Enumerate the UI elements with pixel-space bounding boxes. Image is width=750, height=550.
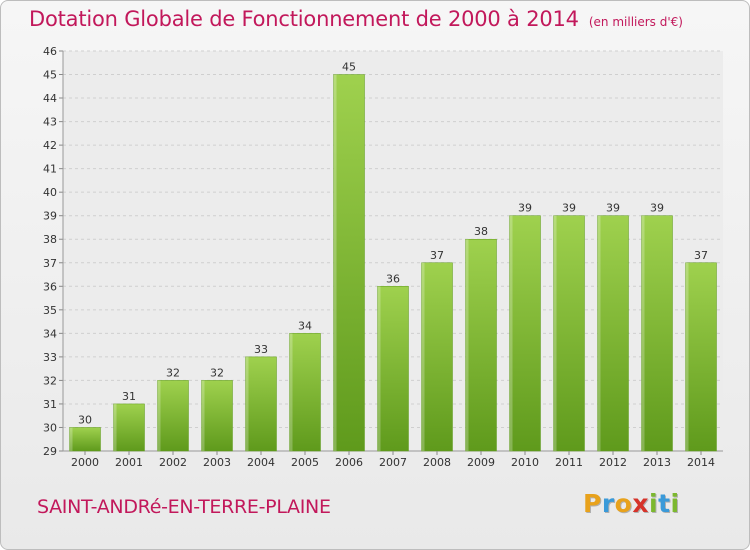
x-tick-label: 2010 bbox=[511, 456, 539, 469]
x-tick-label: 2003 bbox=[203, 456, 231, 469]
bar-highlight bbox=[113, 403, 117, 451]
bar-highlight bbox=[685, 262, 689, 451]
y-tick-label: 46 bbox=[43, 45, 57, 58]
bar bbox=[245, 356, 277, 452]
x-tick-label: 2006 bbox=[335, 456, 363, 469]
y-tick-label: 41 bbox=[43, 163, 57, 176]
bar bbox=[377, 286, 409, 452]
bar-value-label: 32 bbox=[166, 366, 180, 379]
bar bbox=[157, 380, 189, 452]
y-tick-label: 29 bbox=[43, 445, 57, 458]
bar-value-label: 45 bbox=[342, 61, 356, 74]
y-tick-label: 39 bbox=[43, 210, 57, 223]
bar-value-label: 39 bbox=[606, 202, 620, 215]
x-tick-label: 2012 bbox=[599, 456, 627, 469]
y-tick-label: 30 bbox=[43, 421, 57, 434]
y-tick-label: 44 bbox=[43, 92, 57, 105]
proxiti-logo: Proxiti bbox=[583, 489, 680, 518]
logo-letter: i bbox=[649, 489, 659, 518]
bar bbox=[333, 74, 365, 452]
bar bbox=[553, 215, 585, 452]
bar-value-label: 39 bbox=[650, 202, 664, 215]
bar bbox=[289, 333, 321, 452]
x-tick-label: 2002 bbox=[159, 456, 187, 469]
bar bbox=[597, 215, 629, 452]
bar-value-label: 33 bbox=[254, 343, 268, 356]
bar-value-label: 38 bbox=[474, 225, 488, 238]
bar bbox=[509, 215, 541, 452]
y-tick-label: 42 bbox=[43, 139, 57, 152]
y-tick-label: 37 bbox=[43, 257, 57, 270]
x-tick-label: 2000 bbox=[71, 456, 99, 469]
y-tick-label: 31 bbox=[43, 398, 57, 411]
bar-value-label: 37 bbox=[430, 249, 444, 262]
y-tick-label: 38 bbox=[43, 233, 57, 246]
y-tick-label: 40 bbox=[43, 186, 57, 199]
x-tick-label: 2008 bbox=[423, 456, 451, 469]
bar bbox=[201, 380, 233, 452]
bar bbox=[641, 215, 673, 452]
bar-value-label: 39 bbox=[562, 202, 576, 215]
y-tick-label: 45 bbox=[43, 69, 57, 82]
bar-value-label: 30 bbox=[78, 413, 92, 426]
bar-value-label: 37 bbox=[694, 249, 708, 262]
bar-value-label: 32 bbox=[210, 366, 224, 379]
y-tick-label: 34 bbox=[43, 327, 57, 340]
bar-highlight bbox=[421, 262, 425, 451]
y-tick-label: 32 bbox=[43, 374, 57, 387]
chart-unit-label: (en milliers d'€) bbox=[588, 15, 683, 29]
bar bbox=[421, 262, 453, 452]
logo-letter: o bbox=[614, 489, 633, 518]
x-tick-label: 2014 bbox=[687, 456, 715, 469]
bar-highlight bbox=[333, 74, 337, 451]
bar-highlight bbox=[597, 215, 601, 451]
chart-title-text: Dotation Globale de Fonctionnement de 20… bbox=[29, 7, 579, 31]
chart-title: Dotation Globale de Fonctionnement de 20… bbox=[29, 7, 683, 31]
x-tick-label: 2013 bbox=[643, 456, 671, 469]
x-tick-label: 2005 bbox=[291, 456, 319, 469]
logo-letter: P bbox=[583, 489, 602, 518]
bar-highlight bbox=[201, 380, 205, 451]
bar-highlight bbox=[509, 215, 513, 451]
x-tick-label: 2001 bbox=[115, 456, 143, 469]
x-tick-label: 2004 bbox=[247, 456, 275, 469]
logo-letter: i bbox=[670, 489, 680, 518]
logo-letter: r bbox=[601, 489, 615, 518]
bar-value-label: 31 bbox=[122, 390, 136, 403]
bar-highlight bbox=[641, 215, 645, 451]
logo-letter: x bbox=[632, 489, 649, 518]
bar-value-label: 34 bbox=[298, 319, 312, 332]
y-tick-label: 43 bbox=[43, 116, 57, 129]
bar-highlight bbox=[377, 286, 381, 451]
bar bbox=[465, 238, 497, 452]
bar bbox=[69, 427, 101, 452]
bar-value-label: 36 bbox=[386, 272, 400, 285]
commune-name: SAINT-ANDRé-EN-TERRE-PLAINE bbox=[37, 496, 331, 518]
bar-highlight bbox=[289, 333, 293, 451]
logo-letter: t bbox=[658, 489, 671, 518]
y-tick-label: 35 bbox=[43, 304, 57, 317]
x-tick-label: 2007 bbox=[379, 456, 407, 469]
bar-highlight bbox=[69, 427, 73, 451]
bar-highlight bbox=[465, 239, 469, 451]
bar bbox=[685, 262, 717, 452]
bar-highlight bbox=[157, 380, 161, 451]
bar-highlight bbox=[245, 356, 249, 451]
y-tick-label: 36 bbox=[43, 280, 57, 293]
x-tick-label: 2009 bbox=[467, 456, 495, 469]
bar bbox=[113, 403, 145, 452]
bar-highlight bbox=[553, 215, 557, 451]
y-tick-label: 33 bbox=[43, 351, 57, 364]
bar-value-label: 39 bbox=[518, 202, 532, 215]
x-tick-label: 2011 bbox=[555, 456, 583, 469]
